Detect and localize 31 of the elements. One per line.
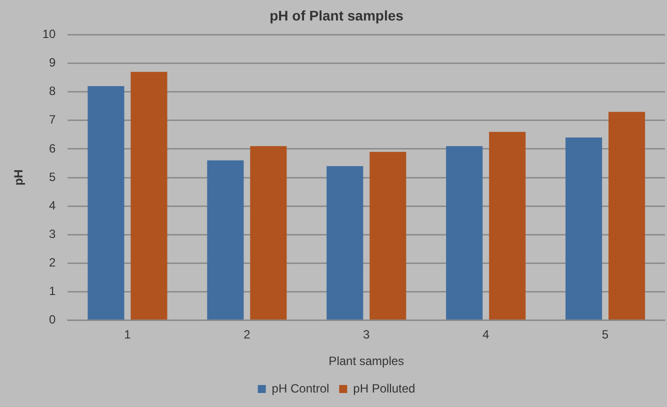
legend-label: pH Polluted bbox=[353, 381, 416, 396]
bar bbox=[370, 152, 406, 320]
y-axis-title: pH bbox=[12, 170, 26, 186]
bar bbox=[130, 72, 168, 320]
y-tick-label: 0 bbox=[49, 312, 56, 327]
bar bbox=[566, 138, 602, 320]
y-tick-label: 6 bbox=[49, 141, 56, 156]
y-tick-label: 8 bbox=[49, 84, 56, 98]
bar bbox=[250, 146, 287, 320]
bar bbox=[608, 112, 646, 320]
y-tick-label: 7 bbox=[49, 112, 56, 127]
x-tick-label: 2 bbox=[244, 328, 251, 342]
x-tick-label: 3 bbox=[363, 328, 370, 342]
y-tick-label: 10 bbox=[42, 27, 56, 42]
x-tick-label: 5 bbox=[602, 328, 609, 342]
bar bbox=[489, 132, 526, 320]
x-tick-label: 4 bbox=[482, 328, 490, 342]
bar bbox=[446, 146, 483, 320]
bar bbox=[326, 166, 364, 320]
y-tick-label: 4 bbox=[49, 198, 56, 212]
bar bbox=[88, 86, 124, 320]
legend-label: pH Control bbox=[272, 381, 330, 396]
y-tick-label: 1 bbox=[49, 284, 56, 298]
y-tick-label: 5 bbox=[49, 170, 56, 184]
y-tick-label: 3 bbox=[49, 226, 56, 241]
x-axis-title: Plant samples bbox=[328, 354, 404, 368]
y-tick-label: 9 bbox=[49, 56, 56, 70]
y-tick-label: 2 bbox=[49, 255, 56, 270]
chart-title: pH of Plant samples bbox=[270, 7, 404, 24]
x-tick-label: 1 bbox=[124, 328, 132, 342]
bar bbox=[207, 160, 244, 320]
